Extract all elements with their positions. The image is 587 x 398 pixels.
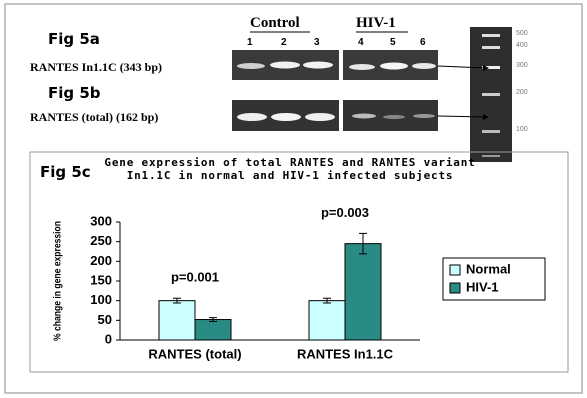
legend-swatch <box>450 283 460 293</box>
bar <box>195 320 231 340</box>
lane-label: 5 <box>390 37 396 48</box>
chart-title: Gene expression of total RANTES and RANT… <box>100 156 480 182</box>
group-label: Control <box>250 15 300 32</box>
bar <box>159 301 195 340</box>
gel-5b <box>232 100 438 131</box>
y-tick-label: 100 <box>90 292 112 307</box>
annotation: p=0.001 <box>171 270 219 285</box>
y-tick-label: 250 <box>90 233 112 248</box>
ladder-label: 500 <box>516 30 528 37</box>
figure: 0 50 100 150 200 250 300 % change in gene expre… <box>0 0 587 398</box>
panel-label: Fig 5b <box>48 84 101 102</box>
lane-label: 6 <box>420 37 426 48</box>
panel-label: Fig 5a <box>48 30 100 48</box>
ladder-gel <box>470 27 512 162</box>
gene-label: RANTES (total) (162 bp) <box>30 110 158 125</box>
y-tick-label: 50 <box>98 312 112 327</box>
y-tick-label: 150 <box>90 272 112 287</box>
bar <box>309 301 345 340</box>
y-tick-label: 0 <box>105 331 112 346</box>
ladder-label: 100 <box>516 126 528 133</box>
gel-5a <box>232 50 438 80</box>
legend-label: HIV-1 <box>466 279 499 294</box>
bar <box>345 244 381 340</box>
x-tick-label: RANTES (total) <box>148 346 241 361</box>
ladder-label: 300 <box>516 62 528 69</box>
y-tick-label: 300 <box>90 213 112 228</box>
chart: 0 50 100 150 200 250 300 % change in gene expre… <box>53 205 545 362</box>
ladder-label: 200 <box>516 89 528 96</box>
panel-label: Fig 5c <box>40 163 91 181</box>
lane-label: 2 <box>281 37 287 48</box>
legend-swatch <box>450 265 460 275</box>
lane-label: 3 <box>314 37 320 48</box>
ladder-label: 400 <box>516 42 528 49</box>
group-label: HIV-1 <box>356 15 396 32</box>
legend-label: Normal <box>466 261 511 276</box>
annotation: p=0.003 <box>321 205 369 220</box>
gene-label: RANTES In1.1C (343 bp) <box>30 60 162 75</box>
y-axis-label: % change in gene expression <box>53 221 64 341</box>
lane-label: 4 <box>358 37 364 48</box>
y-tick-label: 200 <box>90 253 112 268</box>
lane-label: 1 <box>247 37 253 48</box>
x-tick-label: RANTES In1.1C <box>297 346 394 361</box>
